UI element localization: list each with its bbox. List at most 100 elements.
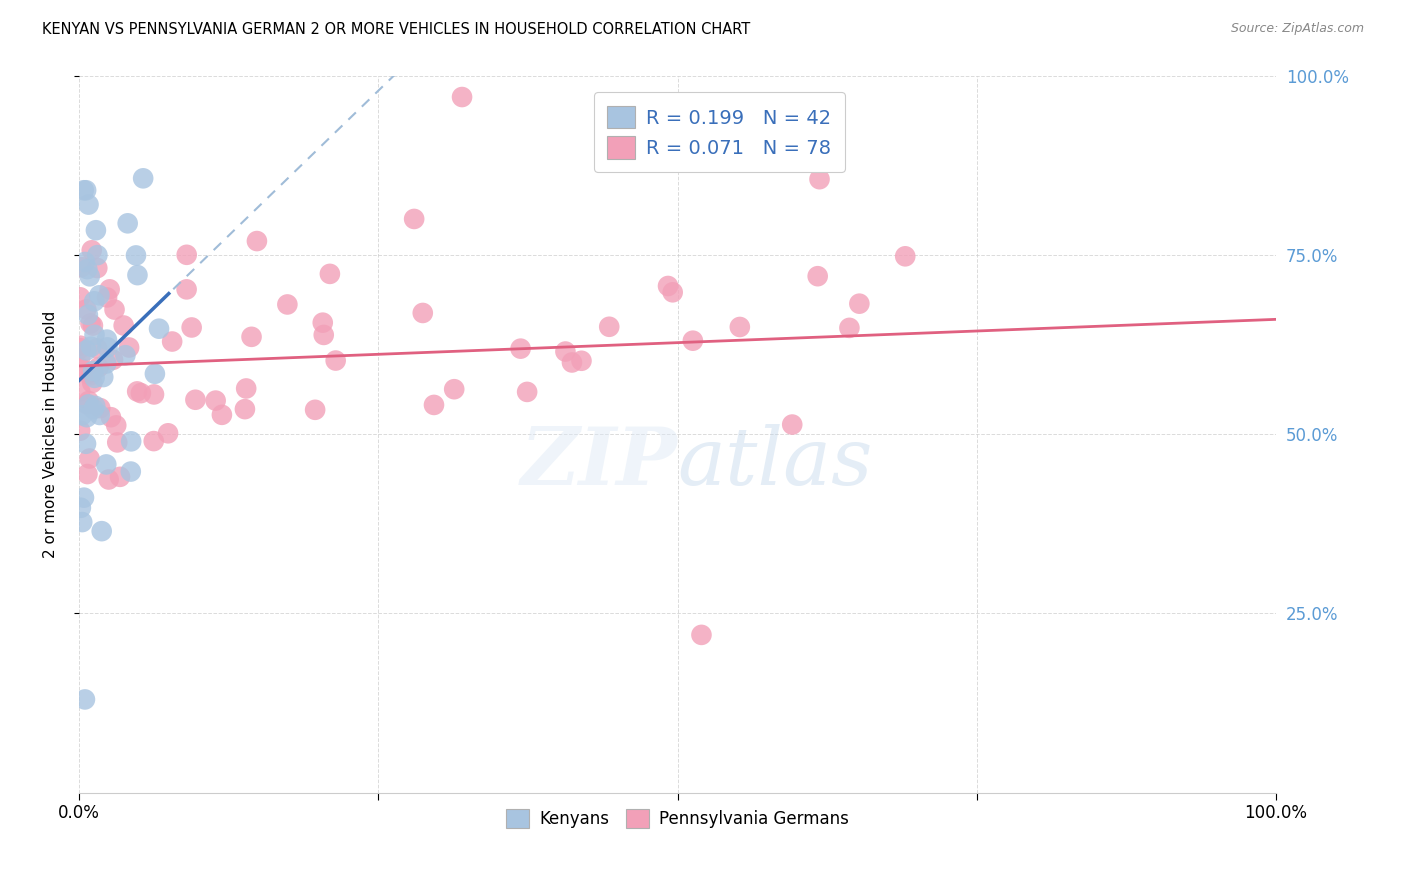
Point (82, 364, 104, 378)
Point (69, 339, 91, 353)
Point (211, 408, 233, 422)
Point (838, 321, 860, 335)
Text: ZIP: ZIP (520, 424, 678, 501)
Point (235, 382, 257, 396)
Point (69, 384, 91, 399)
Point (76, 467, 98, 481)
Point (661, 285, 683, 300)
Point (129, 386, 152, 401)
Point (160, 334, 183, 349)
Point (75, 437, 97, 451)
Point (554, 344, 576, 359)
Point (100, 410, 122, 425)
Point (84, 223, 107, 237)
Point (312, 316, 335, 330)
Point (690, 628, 713, 642)
Point (142, 434, 165, 449)
Point (112, 318, 135, 333)
Point (76, 397, 98, 411)
Point (96, 340, 118, 354)
Point (73, 255, 96, 269)
Point (83, 294, 105, 309)
Point (894, 249, 917, 263)
Point (75, 302, 97, 317)
Point (176, 282, 198, 296)
Point (73, 183, 96, 197)
Point (76, 367, 98, 381)
Point (404, 211, 426, 226)
Point (561, 355, 583, 369)
Text: atlas: atlas (678, 424, 873, 501)
Point (73, 491, 96, 505)
Point (204, 393, 226, 408)
Point (103, 302, 125, 317)
Point (70, 260, 93, 274)
Point (325, 353, 347, 368)
Legend: Kenyans, Pennsylvania Germans: Kenyans, Pennsylvania Germans (499, 802, 856, 835)
Point (77, 397, 100, 411)
Point (780, 417, 803, 432)
Point (83, 327, 105, 342)
Point (108, 470, 131, 484)
Point (80, 244, 103, 258)
Point (69, 341, 91, 355)
Point (682, 334, 704, 348)
Point (70, 361, 93, 376)
Point (848, 296, 870, 310)
Point (79, 317, 101, 331)
Point (76, 308, 98, 322)
Point (443, 382, 465, 396)
Point (84, 399, 107, 413)
Point (79, 269, 101, 284)
Point (125, 248, 148, 262)
Point (90, 524, 112, 538)
Point (75, 343, 97, 358)
Point (89, 401, 111, 416)
Point (83, 371, 105, 385)
Point (127, 384, 149, 399)
Point (91, 370, 114, 384)
Point (69, 290, 91, 304)
Point (304, 402, 326, 417)
Point (516, 384, 538, 399)
Point (728, 320, 751, 334)
Point (89, 408, 111, 422)
Point (96, 356, 118, 370)
Point (412, 306, 434, 320)
Point (96, 458, 118, 472)
Point (180, 320, 202, 334)
Point (69, 424, 91, 438)
Point (176, 248, 198, 262)
Point (807, 269, 830, 284)
Point (77, 197, 100, 211)
Point (105, 435, 128, 450)
Point (657, 279, 679, 293)
Point (97, 473, 120, 487)
Point (80, 368, 103, 383)
Point (86, 342, 108, 356)
Text: Source: ZipAtlas.com: Source: ZipAtlas.com (1230, 22, 1364, 36)
Point (312, 327, 335, 342)
Point (86, 248, 108, 262)
Point (233, 402, 256, 417)
Point (82, 318, 104, 333)
Point (79, 451, 101, 466)
Point (120, 465, 142, 479)
Point (276, 297, 298, 311)
Point (240, 330, 263, 344)
Point (509, 342, 531, 356)
Point (423, 398, 446, 412)
Point (70, 500, 93, 515)
Point (76, 410, 98, 425)
Point (87, 360, 110, 375)
Point (70, 409, 93, 423)
Point (96, 290, 118, 304)
Point (77, 394, 100, 409)
Point (132, 171, 155, 186)
Text: KENYAN VS PENNSYLVANIA GERMAN 2 OR MORE VEHICLES IN HOUSEHOLD CORRELATION CHART: KENYAN VS PENNSYLVANIA GERMAN 2 OR MORE … (42, 22, 751, 37)
Point (184, 392, 207, 407)
Point (105, 418, 128, 433)
Point (73, 692, 96, 706)
Y-axis label: 2 or more Vehicles in Household: 2 or more Vehicles in Household (44, 310, 58, 558)
Point (246, 234, 269, 248)
